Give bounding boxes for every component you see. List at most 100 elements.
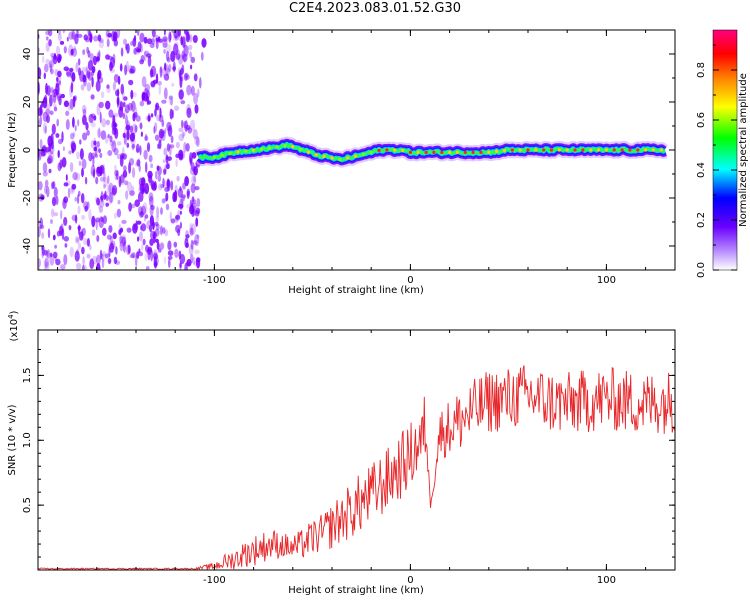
noise-blob xyxy=(116,141,122,146)
noise-blob xyxy=(125,190,129,200)
noise-blob xyxy=(52,251,58,259)
noise-blob xyxy=(58,33,62,42)
noise-blob xyxy=(71,48,78,57)
noise-blob xyxy=(81,246,85,255)
noise-blob xyxy=(158,139,162,150)
noise-blob xyxy=(70,30,73,33)
noise-blob xyxy=(52,234,56,241)
signal-peak-dot xyxy=(612,148,616,152)
noise-blob xyxy=(96,197,100,206)
noise-blob xyxy=(131,167,136,179)
noise-blob xyxy=(62,30,65,34)
noise-blob xyxy=(109,61,113,71)
signal-peak-dot xyxy=(228,151,232,155)
snr-x-label: Height of straight line (km) xyxy=(288,585,424,596)
noise-blob xyxy=(75,262,82,270)
y-tick-label: 40 xyxy=(22,48,33,61)
noise-blob xyxy=(47,228,51,239)
noise-blob xyxy=(128,202,133,212)
noise-blob xyxy=(194,249,200,255)
snr-frame xyxy=(37,329,676,571)
noise-blob xyxy=(162,36,168,42)
noise-blob xyxy=(130,100,136,113)
noise-blob xyxy=(122,170,128,178)
noise-blob xyxy=(105,30,111,39)
noise-blob xyxy=(139,43,144,53)
noise-blob xyxy=(63,100,69,108)
noise-blob xyxy=(159,130,163,143)
noise-blob xyxy=(108,246,111,258)
noise-blob xyxy=(189,227,194,236)
noise-blob xyxy=(155,34,159,44)
noise-blob xyxy=(111,140,117,153)
noise-blob xyxy=(116,96,120,106)
noise-blob xyxy=(82,132,88,141)
noise-blob xyxy=(167,255,173,260)
noise-blob xyxy=(97,34,102,42)
noise-blob xyxy=(191,174,197,187)
noise-blob xyxy=(182,182,186,190)
noise-blob xyxy=(162,159,165,164)
noise-blob xyxy=(119,63,123,72)
noise-blob xyxy=(94,144,98,156)
noise-blob xyxy=(137,191,144,203)
x-tick-label: 100 xyxy=(597,275,616,286)
noise-blob xyxy=(122,113,126,119)
signal-peak-dot xyxy=(463,150,467,154)
noise-blob xyxy=(184,30,189,34)
noise-blob xyxy=(174,190,178,202)
noise-blob xyxy=(168,64,172,72)
signal-peak-dot xyxy=(212,155,216,159)
noise-blob xyxy=(102,163,106,175)
noise-blob xyxy=(63,182,69,187)
noise-blob xyxy=(183,30,188,35)
noise-blob xyxy=(115,246,118,255)
noise-blob xyxy=(70,82,74,93)
signal-peak-dot xyxy=(651,148,656,152)
noise-blob xyxy=(190,119,196,132)
noise-blob xyxy=(86,253,91,259)
noise-blob xyxy=(150,113,154,118)
noise-blob xyxy=(70,48,74,56)
noise-blob xyxy=(146,38,153,45)
noise-blob xyxy=(63,66,69,71)
noise-blob xyxy=(194,234,200,247)
signal-peak-dot xyxy=(393,148,397,152)
noise-blob xyxy=(175,215,181,222)
noise-blob xyxy=(172,61,176,73)
signal-peak-dot xyxy=(526,148,530,152)
signal-peak-dot xyxy=(471,150,475,154)
spectrogram-panel: -100 0 100 -40 -20 0 20 40 Height of straight … xyxy=(7,29,676,296)
noise-blob xyxy=(47,249,51,259)
noise-blob xyxy=(125,115,128,126)
noise-blob xyxy=(142,92,146,100)
noise-blob xyxy=(113,256,118,265)
spectrogram-x-ticks: -100 0 100 xyxy=(57,30,647,286)
noise-blob xyxy=(119,239,124,252)
spectrogram-x-label: Height of straight line (km) xyxy=(288,285,424,296)
noise-blob xyxy=(162,227,166,234)
noise-blob xyxy=(144,83,150,93)
noise-blob xyxy=(149,238,154,246)
noise-blob xyxy=(139,59,145,65)
colorbar-tick-label: 0.6 xyxy=(696,112,707,128)
noise-blob xyxy=(190,183,196,194)
noise-blob xyxy=(170,135,174,144)
noise-blob xyxy=(126,130,130,141)
noise-blob xyxy=(97,128,101,139)
noise-blob xyxy=(103,171,106,183)
noise-blob xyxy=(102,227,107,236)
noise-blob xyxy=(105,202,109,207)
noise-blob xyxy=(38,258,41,268)
noise-blob xyxy=(175,53,181,61)
noise-blob xyxy=(166,57,171,63)
noise-blob xyxy=(196,136,200,147)
noise-blob xyxy=(146,142,151,153)
noise-blob xyxy=(186,84,192,96)
noise-blob xyxy=(123,165,127,172)
noise-blob xyxy=(168,95,174,100)
noise-blob xyxy=(46,186,50,198)
y-tick-label: 0.5 xyxy=(22,497,33,513)
noise-blob xyxy=(60,264,66,270)
noise-blob xyxy=(154,134,160,141)
